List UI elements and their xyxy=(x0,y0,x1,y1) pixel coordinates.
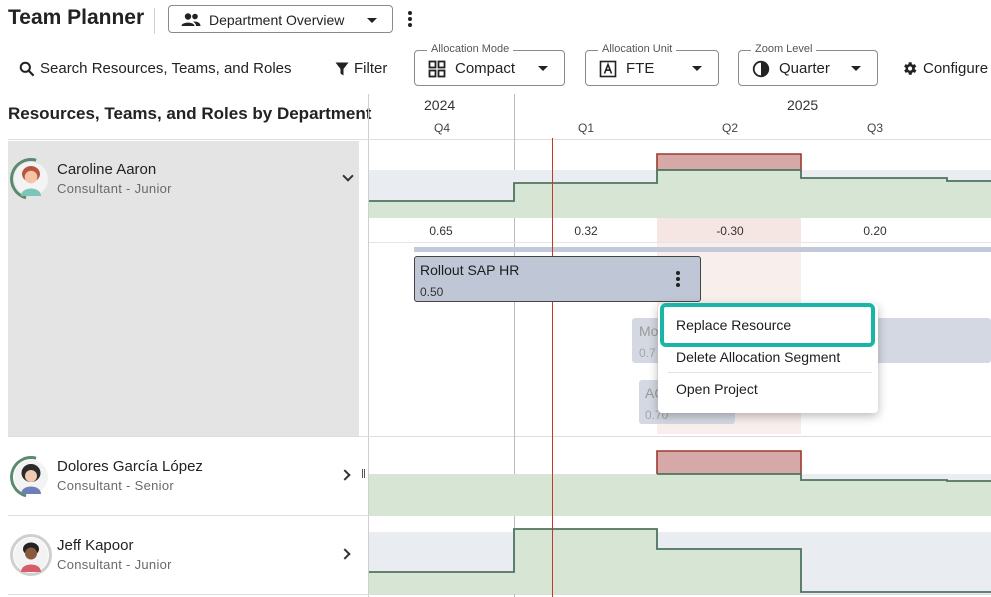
segment-value: 0.50 xyxy=(420,285,444,299)
allocation-mode-value: Compact xyxy=(455,60,516,77)
people-icon xyxy=(181,13,201,26)
highlight-ring xyxy=(660,303,875,347)
capacity-value: -0.30 xyxy=(716,224,744,238)
segment-title: Mo xyxy=(639,323,659,339)
menu-item-open-project[interactable]: Open Project xyxy=(676,381,758,397)
view-select[interactable]: Department Overview xyxy=(168,5,393,33)
resource-role: Consultant - Junior xyxy=(57,557,172,572)
header-divider xyxy=(8,139,991,140)
more-vert-icon xyxy=(408,11,412,29)
quarter-label: Q3 xyxy=(866,121,883,135)
more-options-button[interactable] xyxy=(402,10,418,28)
letter-a-box-icon xyxy=(599,60,617,78)
panel-heading: Resources, Teams, and Roles by Departmen… xyxy=(8,104,372,123)
configure-label: Configure xyxy=(923,60,989,77)
filter-label: Filter xyxy=(354,60,388,77)
capacity-value: 0.32 xyxy=(574,224,598,238)
over-allocation-cell xyxy=(657,218,801,242)
allocation-line xyxy=(369,169,991,202)
over-allocation-area xyxy=(657,451,801,474)
capacity-area xyxy=(369,154,991,218)
menu-divider xyxy=(668,372,872,373)
year-label: 2025 xyxy=(787,97,819,113)
over-allocation-line xyxy=(656,450,802,474)
filter-button[interactable]: Filter xyxy=(333,58,403,80)
chevron-down-icon xyxy=(367,18,377,23)
segment-title: Rollout SAP HR xyxy=(420,262,520,278)
allocation-mode-label: Allocation Mode xyxy=(427,43,514,55)
over-allocation-line xyxy=(656,153,802,170)
more-vert-icon[interactable] xyxy=(676,271,680,289)
chevron-down-icon xyxy=(538,66,548,71)
chevron-right-icon[interactable] xyxy=(339,469,351,481)
resize-handle-icon[interactable] xyxy=(362,469,365,478)
contrast-icon xyxy=(752,60,770,78)
selected-resource-row[interactable] xyxy=(8,141,359,436)
chevron-down-icon xyxy=(851,66,861,71)
resource-name: Jeff Kapoor xyxy=(57,537,134,554)
zoom-level-value: Quarter xyxy=(779,60,830,77)
year-label: 2024 xyxy=(424,97,456,113)
avatar-jeff-icon xyxy=(14,538,48,572)
title-divider xyxy=(154,8,155,34)
resource-role: Consultant - Junior xyxy=(57,181,172,196)
view-select-value: Department Overview xyxy=(209,12,345,28)
zoom-level-label: Zoom Level xyxy=(751,43,817,55)
capacity-value: 0.65 xyxy=(429,224,453,238)
capacity-area xyxy=(369,451,991,516)
allocation-unit-select[interactable]: Allocation Unit FTE xyxy=(585,43,719,86)
quarter-label: Q2 xyxy=(721,121,738,135)
zoom-level-select[interactable]: Zoom Level Quarter xyxy=(738,43,878,86)
row-divider xyxy=(8,594,991,595)
configure-button[interactable]: Configure xyxy=(900,58,991,80)
chevron-down-icon xyxy=(692,66,702,71)
avatar-dolores-icon xyxy=(14,460,48,494)
resource-name: Dolores García López xyxy=(57,458,203,475)
segment-value: 0.7 xyxy=(639,346,656,360)
capacity-value: 0.20 xyxy=(863,224,887,238)
avatar xyxy=(2,448,60,506)
project-strip xyxy=(414,247,991,252)
search-label: Search Resources, Teams, and Roles xyxy=(40,60,292,77)
quarter-label: Q4 xyxy=(433,121,450,135)
allocation-segment-rollout-sap-hr[interactable]: Rollout SAP HR 0.50 xyxy=(414,256,701,302)
search-icon xyxy=(19,61,35,77)
capacity-area xyxy=(369,529,801,594)
row-divider xyxy=(8,436,991,437)
menu-item-replace-resource[interactable]: Replace Resource xyxy=(676,317,792,333)
allocation-unit-label: Allocation Unit xyxy=(598,43,677,55)
chevron-right-icon[interactable] xyxy=(339,548,351,560)
panel-divider xyxy=(368,94,369,597)
resource-role: Consultant - Senior xyxy=(57,478,174,493)
quarter-label: Q1 xyxy=(577,121,594,135)
avatar xyxy=(2,150,60,208)
allocation-line xyxy=(657,473,991,482)
allocation-line xyxy=(369,528,991,593)
grid-view-icon xyxy=(428,60,446,78)
resource-name: Caroline Aaron xyxy=(57,161,157,178)
app-title: Team Planner xyxy=(8,6,145,29)
gear-icon xyxy=(904,62,917,75)
filter-icon xyxy=(335,62,349,76)
avatar-caroline-icon xyxy=(14,162,48,196)
over-allocation-area xyxy=(657,154,801,170)
allocation-mode-select[interactable]: Allocation Mode Compact xyxy=(414,43,565,86)
allocation-unit-value: FTE xyxy=(626,60,655,77)
context-menu: Replace Resource Delete Allocation Segme… xyxy=(658,304,878,413)
avatar xyxy=(10,534,52,576)
menu-item-delete-allocation-segment[interactable]: Delete Allocation Segment xyxy=(676,349,841,365)
